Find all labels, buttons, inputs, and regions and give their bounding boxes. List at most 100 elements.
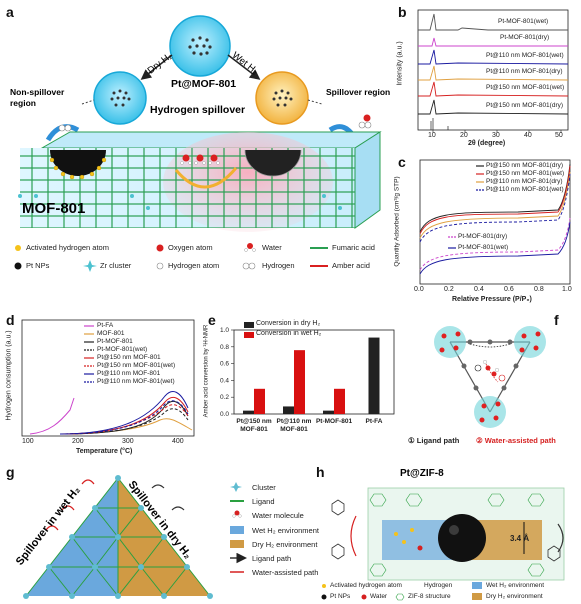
- g-legend-water: Water molecule: [252, 511, 304, 520]
- tpr-plot: [21, 319, 195, 437]
- xrd-trace-label: Pt@110 nm MOF-801(wet): [486, 52, 564, 59]
- h-legend-wet: Wet H₂ environment: [486, 582, 545, 589]
- legend-fumaric: Fumaric acid: [332, 243, 375, 252]
- tpr-xtick: 100: [22, 438, 34, 445]
- tpr-xlabel: Temperature (°C): [76, 448, 133, 455]
- xrd-trace-label: Pt-MOF-801(wet): [498, 18, 549, 25]
- bar-ytick-label: 0.2: [220, 394, 229, 401]
- pt-np-sphere: [438, 514, 486, 562]
- panel-f: f ① Ligand path ② Water-assisted path: [400, 312, 581, 460]
- bet-legend-item: Pt@110 nm MOF-801(wet): [486, 186, 564, 193]
- legend-water: Water: [262, 243, 282, 252]
- oxygen-atom-icon: [156, 244, 164, 252]
- bar-category-label: Pt-FA: [366, 418, 383, 425]
- legend-icons: [14, 243, 328, 272]
- legend-hydrogen: Hydrogen: [262, 261, 295, 270]
- xrd-ylabel: Intensity (a.u.): [396, 41, 404, 86]
- bar-ytick-label: 0.4: [220, 377, 229, 384]
- panel-a: a: [0, 0, 395, 310]
- bar-plot-frame: [233, 329, 395, 415]
- legend-h-atom: Hydrogen atom: [168, 261, 220, 270]
- legend-amber: Amber acid: [332, 261, 370, 270]
- bar-legend-dry: Conversion in dry H₂: [256, 320, 321, 327]
- tpr-legend-item: MOF-801: [97, 330, 125, 337]
- mof-801-label: MOF-801: [22, 200, 86, 217]
- panel-b-label: b: [398, 4, 407, 20]
- panel-c-label: c: [398, 154, 406, 170]
- bet-legend-item: Pt-MOF-801(wet): [458, 244, 509, 251]
- zif8-scheme: [321, 487, 565, 601]
- bar-ytick-label: 0.8: [220, 344, 229, 351]
- h-legend-dry-icon: [472, 593, 482, 600]
- g-legend-icons: [230, 482, 247, 573]
- panel-d: d Hydrogen consumption (a.u.) Temperatur…: [0, 312, 200, 460]
- bet-ylabel: Quantity Adsorbed (cm³/g STP): [393, 176, 401, 267]
- h-legend-ptnp-icon: [321, 594, 327, 600]
- wet-env-legend-icon: [230, 526, 244, 534]
- non-spillover-label: Non-spillover region: [10, 87, 65, 108]
- legend-oxygen: Oxygen atom: [168, 243, 213, 252]
- bet-xtick: 0.2: [444, 286, 454, 293]
- zr-cluster-icon: [83, 260, 97, 272]
- bar-category-label: Pt@150 nm MOF-801: [236, 418, 271, 433]
- h-legend-ptnp: Pt NPs: [330, 593, 351, 600]
- bet-xtick: 0.8: [534, 286, 544, 293]
- bet-xtick: 0.0: [414, 286, 424, 293]
- legend-zr: Zr cluster: [100, 261, 132, 270]
- xrd-xlabel: 2θ (degree): [468, 140, 506, 147]
- panel-g: g: [0, 464, 319, 604]
- right-wet-circle: [255, 71, 309, 125]
- xrd-trace-label: Pt-MOF-801(dry): [500, 34, 550, 41]
- xrd-trace-label: Pt@150 nm MOF-801(dry): [486, 102, 564, 109]
- panel-c: c Quantity Adsorbed (cm³/g STP) Relative…: [394, 152, 581, 310]
- tpr-legend-item: Pt@110 nm MOF-801: [97, 370, 161, 377]
- pt-nps-icon: [14, 262, 22, 270]
- h-legend-zif8-icon: [395, 593, 405, 601]
- bar-legend-swatch: [244, 322, 254, 328]
- water-icon: [244, 243, 256, 252]
- bar-category-label: Pt-MOF-801: [316, 418, 353, 425]
- water-path-label: ② Water-assisted path: [476, 436, 556, 445]
- h-legend-hydrogen: Hydrogen: [424, 582, 453, 589]
- legend-pt-nps: Pt NPs: [26, 261, 50, 270]
- tpr-legend-item: Pt-FA: [97, 322, 114, 329]
- bar: [334, 388, 345, 414]
- tpr-legend-item: Pt@150 nm MOF-801(wet): [97, 362, 176, 369]
- panel-h-label: h: [316, 464, 325, 480]
- panel-a-label: a: [6, 4, 14, 20]
- bar: [368, 337, 380, 414]
- g-legend-ligand-path: Ligand path: [252, 554, 292, 563]
- h-legend-zif8: ZIF-8 structure: [408, 593, 451, 600]
- xrd-xtick: 40: [524, 132, 532, 139]
- spillover-label: Spillover region: [326, 87, 391, 97]
- top-pt-circle: [169, 15, 231, 77]
- hydrogen-atom-icon: [156, 262, 164, 270]
- panel-d-label: d: [6, 312, 15, 328]
- xrd-trace-label: Pt@150 nm MOF-801(wet): [486, 84, 565, 91]
- bar: [243, 410, 254, 414]
- panel-a-center-title: Pt@MOF-801: [171, 78, 237, 90]
- panel-f-label: f: [554, 312, 559, 328]
- legend-activated-h: Activated hydrogen atom: [26, 243, 109, 252]
- h-legend-dry: Dry H₂ environment: [486, 593, 543, 600]
- tpr-xtick: 300: [122, 438, 134, 445]
- tpr-xtick: 200: [72, 438, 84, 445]
- panel-e: e 0.0 0.2 0.4 0.6 0.8 1.0 Pt@150 nm MOF-801 Pt@1…: [200, 312, 400, 460]
- bar-category-label: Pt@110 nm MOF-801: [277, 418, 312, 433]
- dry-env-legend-icon: [230, 540, 244, 548]
- conversion-bar-chart: 0.0 0.2 0.4 0.6 0.8 1.0 Pt@150 nm MOF-801 Pt@110…: [220, 322, 395, 433]
- tpr-xtick: 400: [172, 438, 184, 445]
- panel-b: b Intensity (a.u.) 2θ (degree) 10 20 30 …: [396, 0, 581, 150]
- h-legend-water: Water: [370, 593, 388, 600]
- tpr-legend-item: Pt@110 nm MOF-801(wet): [97, 378, 175, 385]
- panel-a-legend: Activated hydrogen atom Oxygen atom Wate…: [10, 240, 395, 308]
- xrd-xtick: 20: [460, 132, 468, 139]
- panel-a-subtitle: Hydrogen spillover: [150, 104, 246, 116]
- pyramid-diagram: [23, 475, 247, 599]
- bar: [323, 410, 334, 414]
- bar: [294, 350, 305, 414]
- xrd-plot: [417, 9, 569, 133]
- cluster-legend-icon: [230, 482, 242, 492]
- bar-ylabel: Amber acid conversion by ¹H-NMR: [203, 324, 210, 418]
- g-legend-cluster: Cluster: [252, 483, 276, 492]
